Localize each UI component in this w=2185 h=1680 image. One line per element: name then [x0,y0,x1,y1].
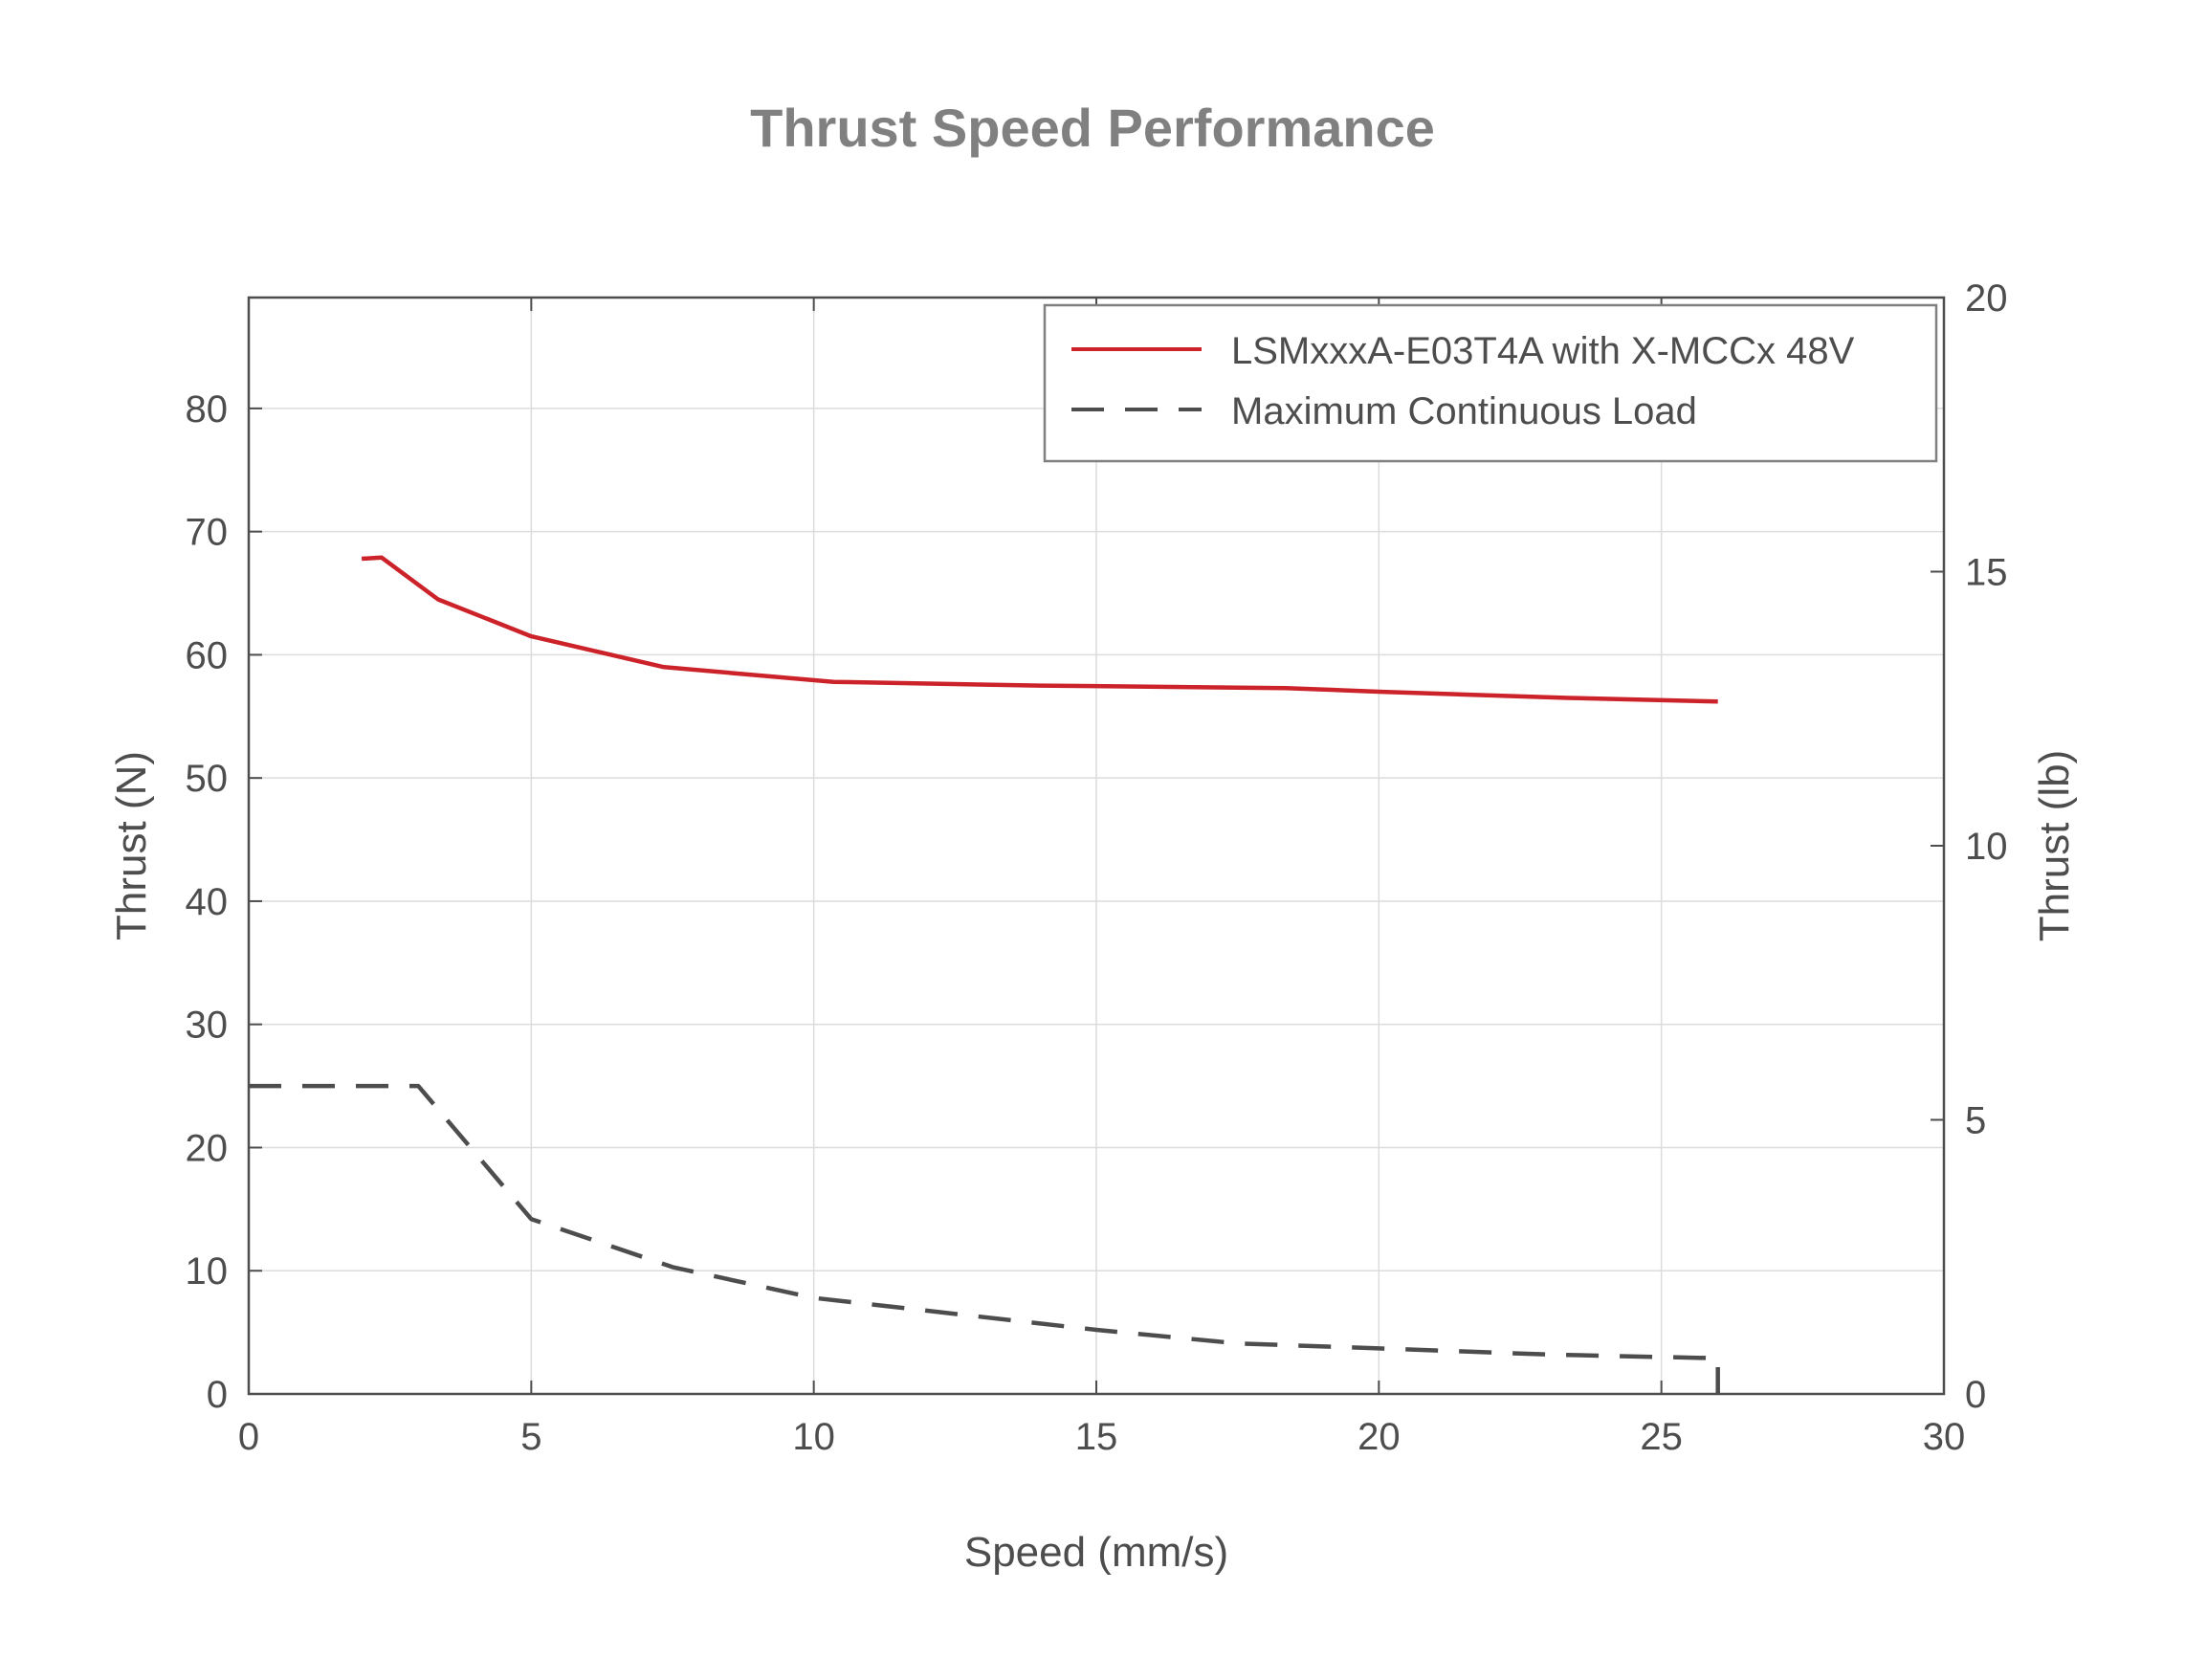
y-right-tick-label: 15 [1965,552,2008,594]
thrust-series-line [361,555,1718,704]
y-right-tick-label: 5 [1965,1100,1986,1142]
series-layer [249,555,1720,1394]
y-tick-label: 10 [186,1250,229,1293]
x-tick-label: 20 [1357,1416,1401,1458]
legend-label-max-load: Maximum Continuous Load [1231,390,1697,432]
legend-box [1043,303,1938,463]
y-right-tick-label: 20 [1965,277,2008,320]
x-axis-label: Speed (mm/s) [964,1529,1228,1576]
x-tick-label: 0 [238,1416,259,1458]
y-axis-label: Thrust (N) [108,751,155,940]
y-tick-label: 60 [186,634,229,676]
y-tick-label: 70 [186,512,229,554]
x-tick-label: 25 [1640,1416,1683,1458]
y-axis-right-label: Thrust (lb) [2031,750,2078,941]
x-tick-label: 5 [520,1416,541,1458]
y-right-tick-label: 10 [1965,826,2008,868]
legend: LSMxxxA-E03T4A with X-MCCx 48V Maximum C… [1043,303,1938,463]
x-tick-label: 10 [792,1416,835,1458]
x-tick-label: 30 [1923,1416,1966,1458]
x-tick-label: 15 [1075,1416,1118,1458]
max-continuous-load-line [249,1083,1720,1394]
y-tick-label: 30 [186,1005,229,1047]
legend-label-thrust: LSMxxxA-E03T4A with X-MCCx 48V [1231,330,1855,372]
y-tick-label: 50 [186,758,229,800]
grid-lines [248,298,1945,1395]
y-tick-label: 40 [186,881,229,923]
y-right-tick-label: 0 [1965,1374,1986,1416]
y-tick-label: 20 [186,1127,229,1169]
y-tick-label: 0 [207,1374,228,1416]
chart-title: Thrust Speed Performance [750,98,1435,158]
y-tick-label: 80 [186,388,229,431]
